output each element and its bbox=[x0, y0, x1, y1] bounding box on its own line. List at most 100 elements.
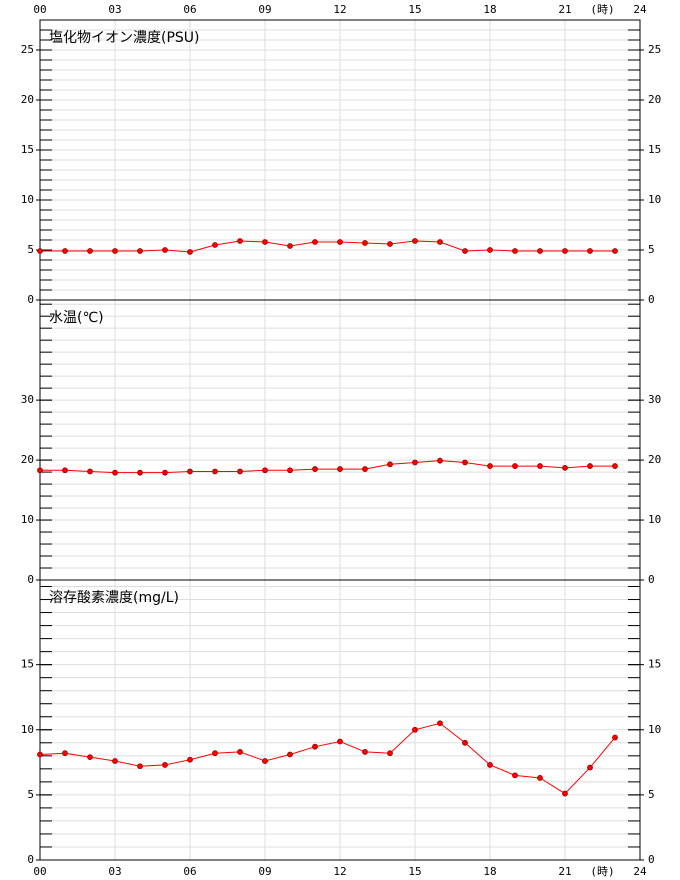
point bbox=[137, 469, 143, 476]
point bbox=[37, 467, 43, 474]
point bbox=[112, 469, 118, 476]
panel-title: 塩化物イオン濃度(PSU) bbox=[49, 30, 200, 46]
x-tick-label: 12 bbox=[333, 865, 346, 878]
point bbox=[37, 248, 43, 254]
point bbox=[537, 463, 543, 469]
point bbox=[462, 459, 468, 466]
plot-frame bbox=[39, 579, 641, 861]
y-tick-label-right: 25 bbox=[648, 43, 661, 56]
point bbox=[312, 743, 318, 750]
point bbox=[262, 758, 268, 764]
panel-title: 溶存酸素濃度(mg/L) bbox=[49, 590, 179, 606]
y-tick-label: 25 bbox=[21, 43, 34, 56]
y-tick-label-right: 15 bbox=[648, 143, 661, 156]
point bbox=[187, 756, 193, 763]
point bbox=[212, 242, 218, 248]
point bbox=[62, 467, 68, 474]
point bbox=[187, 468, 193, 475]
point bbox=[62, 248, 68, 254]
point bbox=[287, 751, 293, 758]
x-tick-label: 03 bbox=[108, 865, 121, 878]
point bbox=[87, 754, 93, 761]
y-tick-label-right: 0 bbox=[648, 853, 655, 866]
x-tick-label: 00 bbox=[33, 865, 46, 878]
point bbox=[562, 248, 568, 254]
point bbox=[337, 466, 343, 472]
point bbox=[537, 775, 543, 781]
series-line bbox=[40, 240, 615, 253]
x-tick-label: 06 bbox=[183, 3, 196, 16]
point bbox=[362, 466, 368, 472]
x-tick-label: 00 bbox=[33, 3, 46, 16]
x-tick-label: 03 bbox=[108, 3, 121, 16]
y-tick-label-right: 5 bbox=[648, 788, 655, 801]
point bbox=[462, 248, 468, 254]
point bbox=[237, 468, 243, 475]
y-tick-label: 20 bbox=[21, 453, 34, 466]
point bbox=[537, 248, 543, 254]
point bbox=[412, 726, 418, 733]
x-tick-label: 21 bbox=[558, 865, 571, 878]
y-tick-label-right: 20 bbox=[648, 93, 661, 106]
y-tick-label: 5 bbox=[27, 243, 34, 256]
point bbox=[212, 468, 218, 475]
x-tick-label: 24 bbox=[633, 865, 647, 878]
y-tick-label-right: 20 bbox=[648, 453, 661, 466]
point bbox=[287, 467, 293, 474]
x-tick-label: 15 bbox=[408, 3, 421, 16]
point bbox=[362, 240, 368, 246]
x-tick-label: 21 bbox=[558, 3, 571, 16]
x-tick-label: 18 bbox=[483, 865, 496, 878]
x-unit: (時) bbox=[590, 865, 614, 878]
x-tick-label: 15 bbox=[408, 865, 421, 878]
point bbox=[262, 239, 268, 245]
point bbox=[512, 772, 518, 779]
y-tick-label: 15 bbox=[21, 143, 34, 156]
point bbox=[212, 750, 218, 757]
y-tick-label-right: 5 bbox=[648, 243, 655, 256]
y-tick-label: 10 bbox=[21, 723, 34, 736]
point bbox=[487, 762, 493, 768]
y-tick-label: 15 bbox=[21, 658, 34, 671]
point bbox=[462, 739, 468, 746]
point bbox=[112, 248, 118, 254]
point bbox=[137, 248, 143, 254]
y-tick-label-right: 10 bbox=[648, 193, 661, 206]
x-tick-label: 12 bbox=[333, 3, 346, 16]
y-tick-label-right: 0 bbox=[648, 293, 655, 306]
point bbox=[612, 463, 618, 469]
point bbox=[312, 466, 318, 472]
point bbox=[412, 459, 418, 466]
point bbox=[162, 247, 168, 253]
x-tick-label: 24 bbox=[633, 3, 647, 16]
x-unit: (時) bbox=[590, 3, 614, 16]
y-tick-label: 5 bbox=[27, 788, 34, 801]
point bbox=[387, 750, 393, 757]
point bbox=[87, 468, 93, 475]
point bbox=[62, 750, 68, 757]
y-tick-label-right: 10 bbox=[648, 513, 661, 526]
point bbox=[512, 248, 518, 254]
point bbox=[387, 461, 393, 468]
x-tick-label: 09 bbox=[258, 865, 271, 878]
y-tick-label: 20 bbox=[21, 93, 34, 106]
point bbox=[437, 720, 443, 727]
y-tick-label-right: 30 bbox=[648, 393, 661, 406]
point bbox=[587, 463, 593, 469]
point bbox=[437, 239, 443, 245]
point bbox=[487, 247, 493, 253]
point bbox=[512, 463, 518, 469]
point bbox=[612, 248, 618, 254]
point bbox=[37, 751, 43, 758]
point bbox=[387, 241, 393, 247]
point bbox=[587, 248, 593, 254]
point bbox=[487, 463, 493, 469]
y-tick-label: 10 bbox=[21, 513, 34, 526]
y-tick-label: 0 bbox=[27, 293, 34, 306]
point bbox=[162, 762, 168, 768]
y-tick-label-right: 0 bbox=[648, 573, 655, 586]
point bbox=[262, 467, 268, 474]
point bbox=[437, 457, 443, 464]
